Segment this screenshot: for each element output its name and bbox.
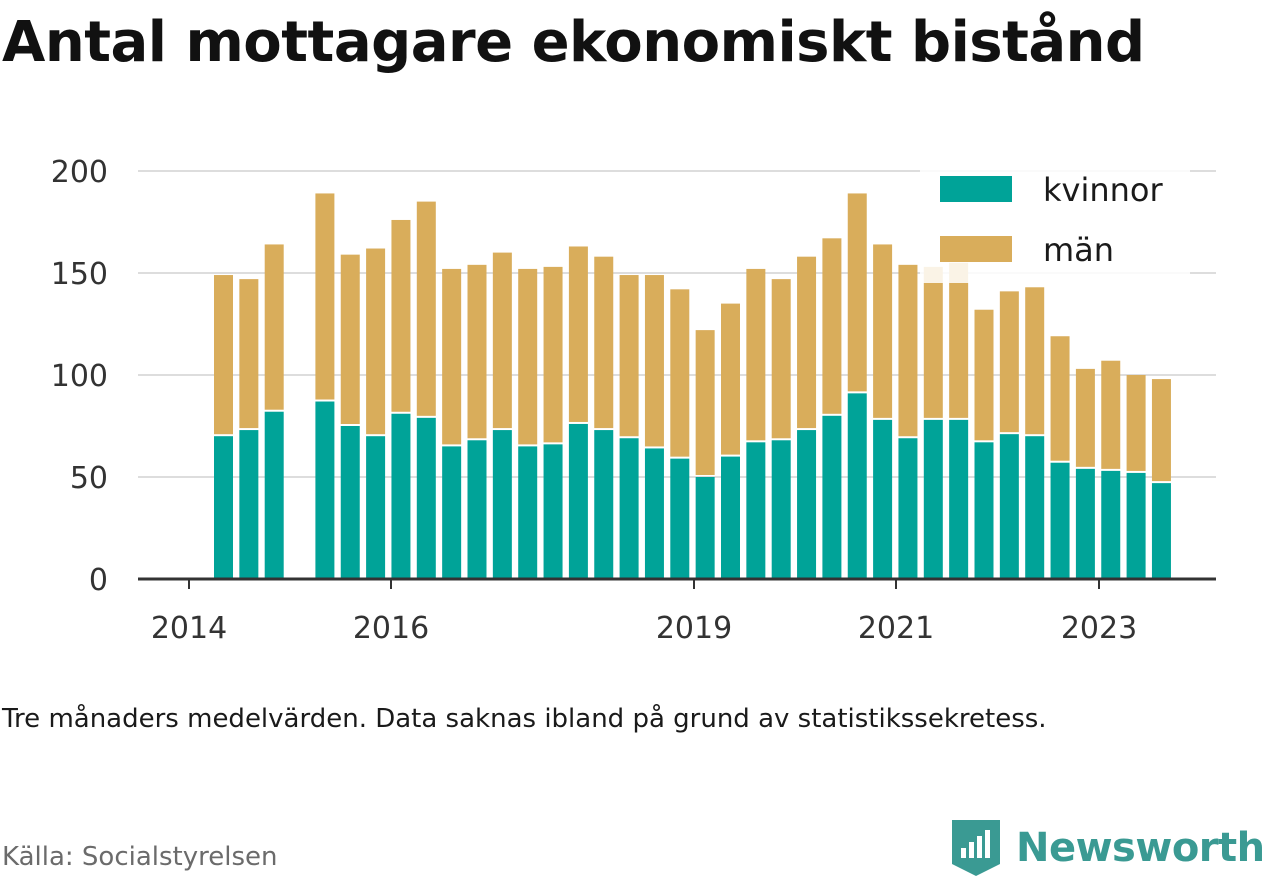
y-tick-label: 200 (51, 155, 108, 190)
bar-kvinnor (771, 440, 791, 579)
legend-swatch-man (940, 236, 1012, 262)
bar-man (391, 219, 411, 412)
bar-man (1126, 375, 1146, 471)
bar-kvinnor (1151, 483, 1171, 579)
x-tick-label: 2023 (1061, 611, 1137, 646)
bar-man (949, 262, 969, 418)
brand-name: Newsworthy (1016, 825, 1262, 871)
bar-man (974, 309, 994, 441)
bar-kvinnor (568, 423, 588, 579)
bar-kvinnor (1050, 462, 1070, 579)
bar-kvinnor (1025, 436, 1045, 579)
bar-man (771, 279, 791, 439)
y-tick-label: 150 (51, 257, 108, 292)
bar-kvinnor (543, 444, 563, 579)
bar-kvinnor (1126, 472, 1146, 579)
y-tick-label: 0 (89, 563, 108, 598)
bar-kvinnor (898, 438, 918, 579)
bar-kvinnor (822, 415, 842, 579)
bar-man (1151, 379, 1171, 482)
brand[interactable]: Newsworthy (950, 818, 1262, 878)
x-tick-label: 2021 (858, 611, 934, 646)
stacked-bar-chart: 0 50 100 150 200 2014 2016 2019 2021 2023 kvinno… (51, 155, 1216, 646)
bar-man (416, 201, 436, 416)
bar-man (644, 275, 664, 447)
bars (214, 193, 1171, 579)
bar-kvinnor (1101, 470, 1121, 579)
bar-kvinnor (391, 413, 411, 579)
y-axis: 0 50 100 150 200 (51, 155, 108, 598)
bar-man (619, 275, 639, 437)
bar-man (1101, 360, 1121, 469)
x-tick-label: 2014 (151, 611, 227, 646)
bar-kvinnor (239, 430, 259, 579)
bar-man (264, 244, 284, 410)
bar-kvinnor (721, 456, 740, 579)
x-tick-label: 2016 (353, 611, 429, 646)
bar-man (721, 303, 740, 455)
bar-man (923, 266, 943, 418)
bar-man (1025, 287, 1045, 435)
bar-man (999, 291, 1019, 433)
bar-man (518, 268, 538, 445)
bar-kvinnor (974, 442, 994, 579)
y-tick-label: 50 (70, 461, 108, 496)
bar-kvinnor (999, 434, 1019, 579)
bar-man (442, 268, 462, 445)
bar-man (543, 266, 563, 443)
bar-man (340, 254, 360, 424)
y-tick-label: 100 (51, 359, 108, 394)
bar-man (847, 193, 867, 392)
bar-kvinnor (695, 477, 715, 579)
x-tick-label: 2019 (656, 611, 732, 646)
bar-kvinnor (467, 440, 487, 579)
bar-kvinnor (797, 430, 817, 579)
bar-kvinnor (644, 448, 664, 579)
bar-kvinnor (594, 430, 614, 579)
bar-man (797, 256, 817, 429)
bar-kvinnor (442, 446, 462, 579)
newsworthy-logo-icon (952, 820, 1000, 876)
legend: kvinnor män (920, 168, 1190, 283)
bar-man (898, 264, 918, 437)
legend-swatch-kvinnor (940, 176, 1012, 202)
bar-kvinnor (366, 436, 386, 579)
bar-kvinnor (518, 446, 538, 579)
bar-man (239, 279, 259, 429)
bar-man (568, 246, 588, 422)
bar-man (467, 264, 487, 439)
bar-man (822, 238, 842, 414)
bar-kvinnor (492, 430, 512, 579)
bar-kvinnor (1075, 468, 1095, 579)
chart-title: Antal mottagare ekonomiskt bistånd (2, 10, 1145, 75)
bar-kvinnor (873, 419, 893, 579)
bar-man (214, 275, 233, 435)
bar-man (366, 248, 386, 435)
legend-label-kvinnor: kvinnor (1043, 171, 1164, 209)
bar-man (1075, 368, 1095, 467)
bar-kvinnor (315, 401, 335, 579)
chart-note: Tre månaders medelvärden. Data saknas ib… (2, 704, 1047, 734)
bar-kvinnor (847, 393, 867, 579)
x-axis: 2014 2016 2019 2021 2023 (138, 577, 1216, 646)
bar-kvinnor (340, 426, 360, 579)
bar-kvinnor (923, 419, 943, 579)
bar-kvinnor (949, 419, 969, 579)
bar-man (492, 252, 512, 429)
bar-man (670, 289, 690, 457)
bar-man (746, 268, 766, 441)
bar-man (1050, 336, 1070, 461)
bar-man (315, 193, 335, 400)
bar-kvinnor (214, 436, 233, 579)
bar-kvinnor (670, 458, 690, 579)
bar-man (594, 256, 614, 429)
bar-man (873, 244, 893, 418)
bar-kvinnor (746, 442, 766, 579)
source-label: Källa: Socialstyrelsen (2, 842, 278, 872)
bar-kvinnor (619, 438, 639, 579)
bar-kvinnor (416, 417, 436, 579)
legend-label-man: män (1043, 231, 1114, 269)
bar-man (695, 330, 715, 475)
bar-kvinnor (264, 411, 284, 579)
